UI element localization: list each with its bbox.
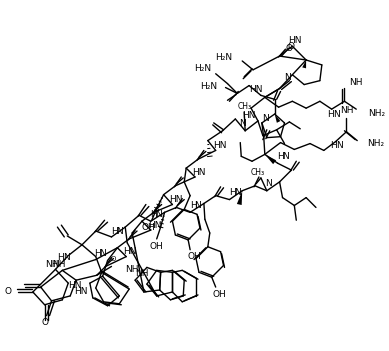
Polygon shape xyxy=(237,191,242,205)
Text: OH: OH xyxy=(150,242,164,251)
Text: N: N xyxy=(155,210,162,219)
Text: O: O xyxy=(111,256,116,261)
Text: HN: HN xyxy=(74,286,88,296)
Text: N: N xyxy=(99,249,106,258)
Text: H₂N: H₂N xyxy=(215,53,232,61)
Text: O: O xyxy=(41,318,48,327)
Text: O: O xyxy=(288,42,295,51)
Text: N: N xyxy=(336,141,343,150)
Polygon shape xyxy=(302,60,306,68)
Text: HN: HN xyxy=(242,111,256,120)
Polygon shape xyxy=(265,154,276,164)
Text: NH: NH xyxy=(126,265,139,274)
Text: H: H xyxy=(57,253,64,262)
Text: HN: HN xyxy=(289,36,302,45)
Text: H: H xyxy=(190,201,196,210)
Text: NH: NH xyxy=(45,260,58,269)
Text: HN: HN xyxy=(249,85,263,94)
Text: HN: HN xyxy=(213,141,226,150)
Text: N: N xyxy=(333,110,340,119)
Text: NH: NH xyxy=(52,260,65,269)
Text: H: H xyxy=(95,249,101,258)
Text: CH₃: CH₃ xyxy=(251,167,265,177)
Text: OH: OH xyxy=(142,223,156,232)
Polygon shape xyxy=(275,114,280,123)
Text: N: N xyxy=(239,119,245,128)
Text: CH₃: CH₃ xyxy=(238,102,252,111)
Text: N: N xyxy=(63,253,70,262)
Text: NH₂: NH₂ xyxy=(368,108,385,118)
Text: OH: OH xyxy=(187,252,201,261)
Text: NH: NH xyxy=(349,78,363,87)
Text: N: N xyxy=(116,226,123,236)
Text: HN: HN xyxy=(123,247,137,256)
Text: H: H xyxy=(330,141,337,150)
Text: H: H xyxy=(277,152,284,161)
Text: H: H xyxy=(327,110,334,119)
Text: H: H xyxy=(151,210,157,219)
Text: H: H xyxy=(111,226,118,236)
Text: N: N xyxy=(263,114,269,124)
Text: HN: HN xyxy=(192,167,206,177)
Text: O: O xyxy=(286,44,293,53)
Text: HN: HN xyxy=(148,221,161,230)
Text: N: N xyxy=(234,188,241,197)
Text: N: N xyxy=(282,152,289,161)
Text: NH: NH xyxy=(340,106,353,115)
Text: NH₂: NH₂ xyxy=(367,139,384,148)
Text: HN: HN xyxy=(170,195,183,204)
Text: N: N xyxy=(284,73,291,82)
Text: H₂N: H₂N xyxy=(194,64,211,73)
Text: OH: OH xyxy=(213,290,226,299)
Text: N: N xyxy=(194,201,202,210)
Text: NH: NH xyxy=(135,269,149,278)
Text: H₂N: H₂N xyxy=(200,82,218,91)
Text: H: H xyxy=(229,188,236,197)
Text: O: O xyxy=(5,287,12,297)
Text: N: N xyxy=(265,179,272,188)
Text: HN: HN xyxy=(68,280,82,290)
